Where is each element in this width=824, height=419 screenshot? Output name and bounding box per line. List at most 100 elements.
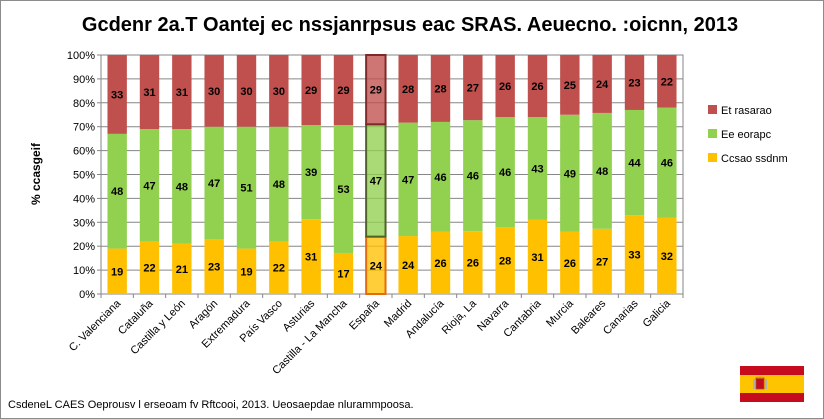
y-tick-label: 90% — [73, 74, 95, 86]
bar-value-label: 51 — [240, 183, 252, 195]
bar-value-label: 26 — [531, 81, 543, 93]
bar-segment — [657, 217, 677, 294]
bar-value-label: 21 — [176, 264, 188, 276]
x-category-label: C. Valenciana — [67, 297, 124, 354]
bar-segment — [204, 126, 224, 240]
chart-title: Gcdenr 2a.T Oantej ec nssjanrpsus eac SR… — [81, 14, 739, 36]
bar-value-label: 27 — [467, 83, 479, 95]
bar-segment — [204, 239, 224, 294]
bar-segment — [463, 120, 483, 232]
bar-segment — [172, 129, 192, 244]
bar-segment — [172, 243, 192, 294]
bar-segment — [398, 236, 418, 294]
bar-value-label: 22 — [143, 263, 155, 275]
bar-segment — [107, 248, 127, 294]
legend-swatch — [708, 105, 717, 114]
bar-segment — [527, 117, 548, 220]
bar-segment — [398, 55, 418, 123]
bars: 19 48 33 22 47 31 21 48 31 23 47 30 19 51 30 22 48 30 31 39… — [107, 54, 677, 295]
y-axis: 0% 10% 20% 30% 40% 50% 60% 70% 80% 90% 100% — [67, 50, 101, 301]
bar-value-label: 44 — [628, 158, 641, 170]
bar-value-label: 39 — [305, 167, 317, 179]
bar-segment — [430, 231, 451, 294]
bar-value-label: 24 — [370, 260, 383, 272]
bar-value-label: 49 — [564, 168, 576, 180]
bar-segment — [560, 114, 580, 232]
bar-segment — [333, 55, 354, 126]
bar-segment — [365, 54, 387, 126]
bar-value-label: 26 — [499, 81, 511, 93]
bar-value-label: 29 — [337, 85, 349, 97]
bar-value-label: 28 — [499, 256, 511, 268]
bar-value-label: 46 — [499, 167, 511, 179]
bar-value-label: 47 — [370, 175, 382, 187]
bar-segment — [495, 55, 515, 118]
bar-segment — [624, 215, 645, 294]
y-axis-title: % ccasgeif — [29, 142, 43, 205]
bar-segment — [463, 55, 483, 121]
bar-value-label: 26 — [434, 258, 446, 270]
bar-value-label: 28 — [434, 83, 446, 95]
bar-segment — [139, 241, 160, 294]
bar-value-label: 23 — [208, 262, 220, 274]
bar-value-label: 48 — [111, 186, 123, 198]
bar-segment — [657, 107, 677, 218]
legend-label: Ee eorapc — [721, 129, 772, 141]
bar-value-label: 19 — [240, 266, 252, 278]
legend-swatch — [708, 129, 717, 138]
y-tick-label: 60% — [73, 146, 95, 158]
bar-value-label: 24 — [402, 260, 415, 272]
bar-segment — [463, 231, 483, 294]
bar-segment — [204, 55, 224, 127]
bar-value-label: 29 — [370, 85, 382, 97]
bar-segment — [430, 55, 451, 122]
bar-segment — [301, 55, 321, 126]
legend-swatch — [708, 153, 717, 162]
bar-value-label: 30 — [240, 86, 252, 98]
bar-value-label: 22 — [273, 263, 285, 275]
bar-segment — [139, 55, 160, 130]
x-category-label: Galicia — [641, 297, 674, 330]
bar-value-label: 31 — [531, 252, 543, 264]
legend-label: Ccsao ssdnm — [721, 153, 788, 165]
bar-segment — [107, 55, 127, 134]
bar-value-label: 26 — [467, 258, 479, 270]
bar-value-label: 17 — [337, 268, 349, 280]
bar-segment — [398, 122, 418, 237]
bar-value-label: 48 — [176, 181, 188, 193]
bar-value-label: 48 — [273, 179, 285, 191]
bar-segment — [624, 55, 645, 110]
bar-segment — [236, 55, 257, 127]
bar-segment — [333, 125, 354, 253]
bar-segment — [560, 231, 580, 294]
y-tick-label: 80% — [73, 98, 95, 110]
bar-segment — [301, 125, 321, 220]
bar-value-label: 47 — [402, 174, 414, 186]
bar-value-label: 31 — [176, 87, 188, 99]
bar-value-label: 28 — [402, 84, 414, 96]
bar-segment — [624, 109, 645, 216]
bar-value-label: 33 — [111, 89, 123, 101]
y-tick-label: 0% — [79, 289, 95, 301]
bar-value-label: 29 — [305, 85, 317, 97]
bar-segment — [172, 55, 192, 130]
bar-segment — [269, 241, 289, 294]
y-tick-label: 70% — [73, 122, 95, 134]
bar-value-label: 24 — [596, 79, 609, 91]
x-category-label: Rioja, La — [440, 297, 480, 337]
bar-segment — [495, 227, 515, 294]
bar-segment — [139, 129, 160, 242]
y-tick-label: 100% — [67, 50, 95, 62]
bar-value-label: 32 — [661, 251, 673, 263]
bar-segment — [592, 228, 612, 294]
bar-segment — [495, 117, 515, 228]
bar-value-label: 53 — [337, 184, 349, 196]
bar-segment — [269, 55, 289, 127]
legend: Et rasarao Ee eorapc Ccsao ssdnm — [708, 105, 788, 165]
bar-value-label: 47 — [143, 180, 155, 192]
bar-value-label: 46 — [434, 172, 446, 184]
spain-flag-icon — [740, 366, 804, 402]
y-tick-label: 30% — [73, 217, 95, 229]
bar-value-label: 30 — [208, 86, 220, 98]
x-category-label: Canarias — [601, 297, 641, 337]
